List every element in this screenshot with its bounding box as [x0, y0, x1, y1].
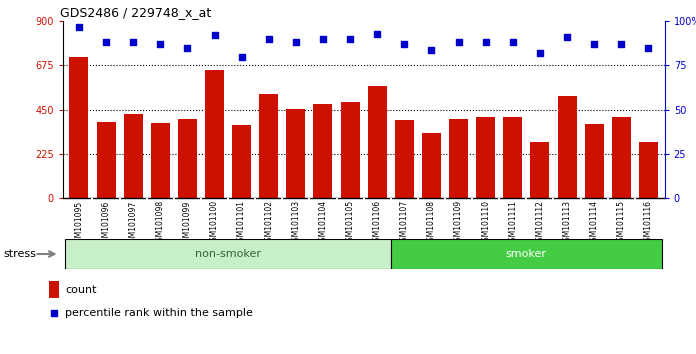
Point	[127, 40, 139, 45]
Text: GSM101107: GSM101107	[400, 200, 409, 246]
Point	[182, 45, 193, 51]
Bar	[390, 239, 662, 269]
Point	[589, 41, 600, 47]
Text: GSM101114: GSM101114	[590, 200, 599, 246]
Text: GSM101109: GSM101109	[454, 200, 463, 246]
Text: GSM101112: GSM101112	[535, 200, 544, 246]
Bar	[65, 239, 390, 269]
Point	[49, 310, 60, 316]
Point	[562, 34, 573, 40]
Text: GSM101098: GSM101098	[156, 200, 165, 246]
Bar	[97, 121, 116, 198]
Point	[290, 40, 301, 45]
Text: GSM101110: GSM101110	[481, 200, 490, 246]
Text: GSM101113: GSM101113	[562, 200, 571, 246]
Text: GSM101101: GSM101101	[237, 200, 246, 246]
Text: GSM101105: GSM101105	[346, 200, 354, 246]
Bar	[70, 57, 88, 198]
Bar	[503, 116, 522, 198]
Point	[100, 40, 111, 45]
Bar	[49, 281, 59, 298]
Bar	[367, 86, 387, 198]
Point	[236, 54, 247, 59]
Text: GSM101116: GSM101116	[644, 200, 653, 246]
Point	[507, 40, 519, 45]
Bar	[286, 109, 306, 198]
Bar	[124, 114, 143, 198]
Point	[372, 31, 383, 36]
Point	[209, 33, 220, 38]
Bar	[205, 70, 224, 198]
Bar	[476, 116, 495, 198]
Point	[616, 41, 627, 47]
Text: GSM101096: GSM101096	[102, 200, 111, 246]
Text: GDS2486 / 229748_x_at: GDS2486 / 229748_x_at	[60, 6, 211, 19]
Text: GSM101111: GSM101111	[508, 200, 517, 246]
Bar	[395, 120, 414, 198]
Point	[73, 24, 84, 29]
Bar	[585, 124, 603, 198]
Point	[345, 36, 356, 42]
Text: GSM101108: GSM101108	[427, 200, 436, 246]
Text: percentile rank within the sample: percentile rank within the sample	[65, 308, 253, 318]
Bar	[557, 96, 576, 198]
Bar	[639, 142, 658, 198]
Text: non-smoker: non-smoker	[195, 249, 261, 259]
Point	[453, 40, 464, 45]
Bar	[612, 116, 631, 198]
Text: GSM101099: GSM101099	[183, 200, 192, 246]
Point	[399, 41, 410, 47]
Point	[535, 50, 546, 56]
Text: GSM101115: GSM101115	[617, 200, 626, 246]
Bar	[232, 125, 251, 198]
Text: GSM101097: GSM101097	[129, 200, 138, 246]
Bar	[313, 104, 333, 198]
Point	[480, 40, 491, 45]
Text: GSM101095: GSM101095	[74, 200, 84, 246]
Bar	[530, 142, 549, 198]
Bar	[449, 119, 468, 198]
Text: GSM101103: GSM101103	[292, 200, 301, 246]
Text: count: count	[65, 285, 97, 295]
Text: GSM101102: GSM101102	[264, 200, 274, 246]
Point	[263, 36, 274, 42]
Text: GSM101104: GSM101104	[319, 200, 328, 246]
Bar	[340, 102, 360, 198]
Point	[155, 41, 166, 47]
Bar	[151, 122, 170, 198]
Point	[426, 47, 437, 52]
Point	[317, 36, 329, 42]
Bar	[178, 119, 197, 198]
Text: GSM101106: GSM101106	[373, 200, 381, 246]
Bar	[422, 133, 441, 198]
Text: GSM101100: GSM101100	[210, 200, 219, 246]
Text: stress: stress	[3, 249, 36, 259]
Point	[643, 45, 654, 51]
Text: smoker: smoker	[506, 249, 547, 259]
Bar	[259, 94, 278, 198]
